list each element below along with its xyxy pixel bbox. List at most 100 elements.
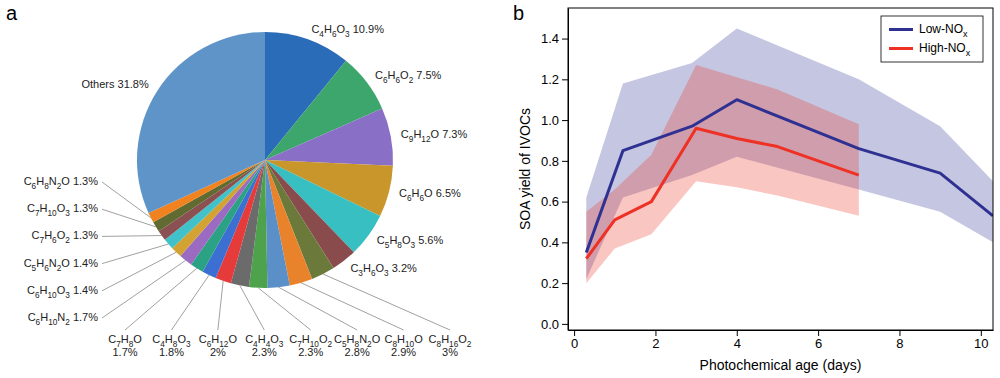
tick-label: 6	[815, 336, 822, 351]
tick-mark	[562, 120, 568, 121]
tick: 4	[734, 330, 741, 351]
slice	[137, 32, 265, 213]
slice-label: C6H6O2 7.5%	[375, 69, 442, 85]
legend-box	[881, 16, 983, 62]
leader-line	[102, 235, 162, 237]
slice-name: C9H12O	[401, 127, 440, 143]
subscript: 5	[32, 263, 37, 272]
subscript: 12	[421, 134, 431, 143]
subscript: 6	[407, 194, 412, 203]
slice-label: C4H6O3 10.9%	[311, 23, 384, 39]
subscript: 6	[332, 29, 337, 38]
tick-mark	[574, 330, 575, 336]
y-axis-title: SOA yield of IVOCs	[517, 108, 533, 230]
slice-percent: 1.3%	[73, 175, 98, 187]
tick: 1.2	[541, 72, 568, 87]
axis-line	[568, 9, 569, 331]
tick-mark	[562, 242, 568, 243]
tick-label: 0.2	[541, 276, 559, 291]
slice-label: C3H6O3 3.2%	[350, 262, 417, 278]
tick-label: 0.4	[541, 235, 559, 250]
subscript: 3	[358, 268, 363, 277]
subscript: 6	[35, 290, 40, 299]
legend-swatch	[889, 28, 913, 31]
slice-label: C4H8O31.8%	[152, 333, 191, 358]
slice-percent: 2.8%	[345, 346, 370, 358]
slice-label: C7H10O3 1.3%	[27, 202, 98, 218]
slice-label: C5H8O3 5.6%	[377, 234, 444, 250]
slice-percent: 5.6%	[418, 234, 443, 246]
slice-name: C5H8O3	[377, 234, 416, 250]
tick: 1.4	[541, 31, 568, 46]
subscript: 10	[48, 209, 58, 218]
slice-percent: 1.8%	[159, 346, 184, 358]
subscript: 8	[437, 340, 442, 349]
tick-mark	[981, 330, 982, 336]
subscript: 7	[40, 236, 45, 245]
leader-line	[258, 288, 311, 330]
tick: 0.8	[541, 154, 568, 169]
slices	[137, 32, 393, 288]
slice-percent: 2.3%	[252, 346, 277, 358]
slice-name: C3H6O3	[350, 262, 389, 278]
slice-label: C6H10O3 1.4%	[27, 284, 98, 300]
subscript: 2	[65, 318, 70, 327]
leader-line	[240, 286, 264, 330]
slice-name: C4H6O3	[311, 23, 350, 39]
slice-name: C6H10O3	[27, 284, 70, 300]
subscript: 10	[48, 290, 58, 299]
tick-mark	[562, 161, 568, 162]
x-axis: 0246810	[569, 330, 994, 351]
tick: 10	[974, 330, 988, 351]
slice-percent: 1.3%	[73, 229, 98, 241]
subscript: 6	[420, 194, 425, 203]
pie	[137, 32, 393, 288]
tick-label: 10	[974, 336, 988, 351]
tick-label: 1.0	[541, 113, 559, 128]
figure: aC4H6O3 10.9%C6H6O2 7.5%C9H12O 7.3%C6H6O…	[0, 0, 1000, 378]
tick-label: 0.0	[541, 317, 559, 332]
tick-label: 2	[652, 336, 659, 351]
subscript: 5	[385, 241, 390, 250]
legend: Low-NOxHigh-NOx	[881, 16, 983, 62]
legend-swatch	[889, 47, 913, 50]
plot-frame	[568, 8, 993, 330]
subscript: 3	[410, 241, 415, 250]
slice-name: C6H10N2	[28, 311, 71, 327]
subscript: 2	[65, 236, 70, 245]
slice-percent: 3%	[442, 346, 458, 358]
slice-percent: 2%	[210, 346, 226, 358]
slice-label: C7H8O1.7%	[108, 333, 142, 358]
y-axis: 0.0 0.2 0.4 0.6 0.8 1.0 1.2 1.4	[541, 9, 569, 332]
tick-mark	[562, 39, 568, 40]
slice-percent: 7.5%	[416, 69, 441, 81]
slice-percent: 10.9%	[353, 23, 384, 35]
tick-mark	[562, 283, 568, 284]
subscript: 3	[65, 290, 70, 299]
subscript: 6	[383, 76, 388, 85]
leader-line	[218, 281, 223, 330]
tick-label: 1.2	[541, 72, 559, 87]
tick-label: 8	[896, 336, 903, 351]
subscript: 2	[57, 263, 62, 272]
slice-percent: 2.3%	[298, 346, 323, 358]
slice-label: C6H6O 6.5%	[399, 187, 461, 203]
subscript: 6	[44, 263, 49, 272]
slice-label: C6H8N2O 1.3%	[24, 175, 99, 191]
subscript: 3	[186, 340, 191, 349]
subscript: x	[963, 29, 968, 39]
slice-name: C6H6O2	[375, 69, 414, 85]
slice-label: C7H6O2 1.3%	[32, 229, 99, 245]
subscript: 8	[397, 241, 402, 250]
tick-label: 1.4	[541, 31, 559, 46]
leader-line	[279, 287, 357, 330]
slice-label: C8H10O2.9%	[384, 333, 423, 358]
band	[586, 65, 858, 283]
line	[586, 128, 858, 258]
tick-label: 0.6	[541, 194, 559, 209]
slice	[265, 160, 290, 288]
slice-name: C7H10O3	[27, 202, 70, 218]
tick-mark	[562, 202, 568, 203]
slice-percent: 1.4%	[73, 284, 98, 296]
slice-percent: 1.4%	[73, 257, 98, 269]
